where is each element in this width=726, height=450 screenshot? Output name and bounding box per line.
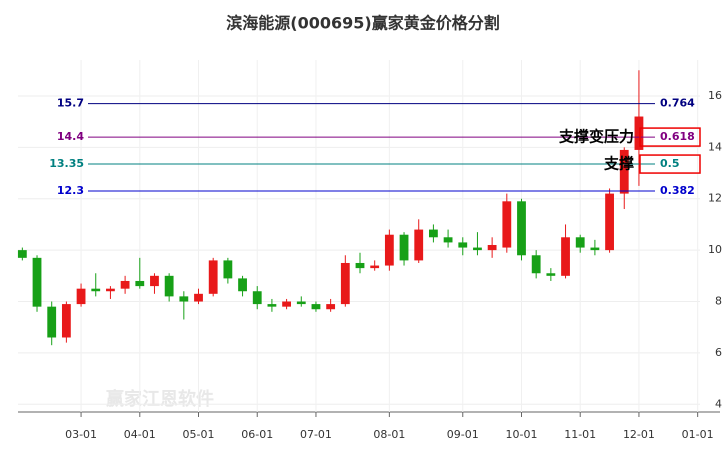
y-tick-label: 6 — [715, 346, 722, 359]
candle-body — [531, 255, 541, 274]
candle-body — [32, 257, 42, 307]
level-price: 15.7 — [57, 97, 84, 110]
x-tick-label: 10-01 — [506, 428, 538, 441]
candle-body — [458, 242, 468, 248]
candle-body — [311, 304, 321, 310]
candle-body — [76, 288, 86, 305]
x-tick-label: 03-01 — [65, 428, 97, 441]
y-tick-label: 8 — [715, 295, 722, 308]
level-ratio: 0.5 — [660, 157, 680, 170]
candle-body — [634, 116, 644, 150]
x-tick-label: 11-01 — [564, 428, 596, 441]
x-tick-label: 05-01 — [183, 428, 215, 441]
candle-body — [267, 304, 277, 307]
y-tick-label: 10 — [708, 243, 722, 256]
candle-body — [91, 288, 101, 292]
candle-body — [605, 193, 614, 251]
x-tick-label: 04-01 — [124, 428, 156, 441]
x-tick-label: 01-01 — [682, 428, 714, 441]
level-ratio: 0.382 — [660, 184, 695, 197]
candle-body — [17, 250, 27, 258]
candle-body — [546, 273, 556, 276]
candle-body — [473, 247, 482, 251]
level-price: 13.35 — [49, 157, 84, 170]
y-tick-label: 4 — [715, 397, 722, 410]
candle-body — [238, 278, 247, 292]
x-tick-label: 09-01 — [447, 428, 479, 441]
level-ratio: 0.764 — [660, 97, 695, 110]
candle-body — [61, 304, 71, 338]
candle-body — [326, 304, 336, 310]
candle-body — [414, 229, 424, 261]
candle-body — [561, 237, 570, 276]
candle-body — [282, 301, 291, 307]
y-tick-label: 16 — [708, 89, 722, 102]
candle-body — [384, 234, 394, 266]
highlight-box — [639, 154, 701, 174]
x-tick-label: 06-01 — [241, 428, 273, 441]
candle-body — [355, 262, 365, 269]
candle-body — [487, 244, 497, 251]
annotation: 支撑 — [603, 155, 634, 173]
x-tick-label: 12-01 — [623, 428, 655, 441]
candle-body — [575, 237, 585, 248]
highlight-box — [639, 127, 701, 147]
watermark: 赢家江恩软件 — [106, 388, 214, 410]
candle-body — [120, 280, 130, 289]
candle-body — [619, 149, 629, 194]
candle-body — [179, 296, 189, 302]
x-tick-label: 07-01 — [300, 428, 332, 441]
chart-title: 滨海能源(000695)赢家黄金价格分割 — [226, 14, 499, 33]
candle-body — [164, 275, 174, 297]
candle-body — [194, 293, 203, 302]
x-tick-label: 08-01 — [373, 428, 405, 441]
y-tick-label: 12 — [708, 192, 722, 205]
level-price: 14.4 — [57, 130, 84, 143]
annotation: 支撑变压力 — [558, 128, 634, 146]
candle-body — [106, 288, 115, 292]
candle-body — [223, 260, 233, 279]
level-ratio: 0.618 — [660, 130, 695, 143]
candle-body — [252, 291, 262, 305]
candle-body — [399, 234, 409, 261]
candle-body — [208, 260, 218, 294]
candle-body — [47, 306, 57, 338]
level-price: 12.3 — [57, 184, 84, 197]
candle-body — [443, 237, 453, 243]
candle-body — [296, 301, 306, 305]
candle-body — [370, 265, 380, 269]
candle-body — [150, 275, 159, 287]
candle-body — [590, 247, 600, 251]
candle-body — [517, 201, 526, 256]
candle-body — [429, 229, 438, 238]
y-tick-label: 14 — [708, 140, 722, 153]
candle-body — [502, 201, 512, 248]
candle-body — [135, 280, 145, 287]
candle-body — [340, 262, 350, 305]
